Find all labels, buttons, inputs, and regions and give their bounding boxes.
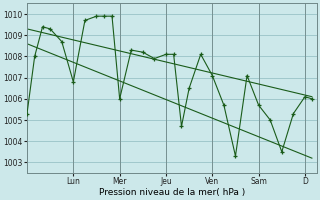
- X-axis label: Pression niveau de la mer( hPa ): Pression niveau de la mer( hPa ): [99, 188, 245, 197]
